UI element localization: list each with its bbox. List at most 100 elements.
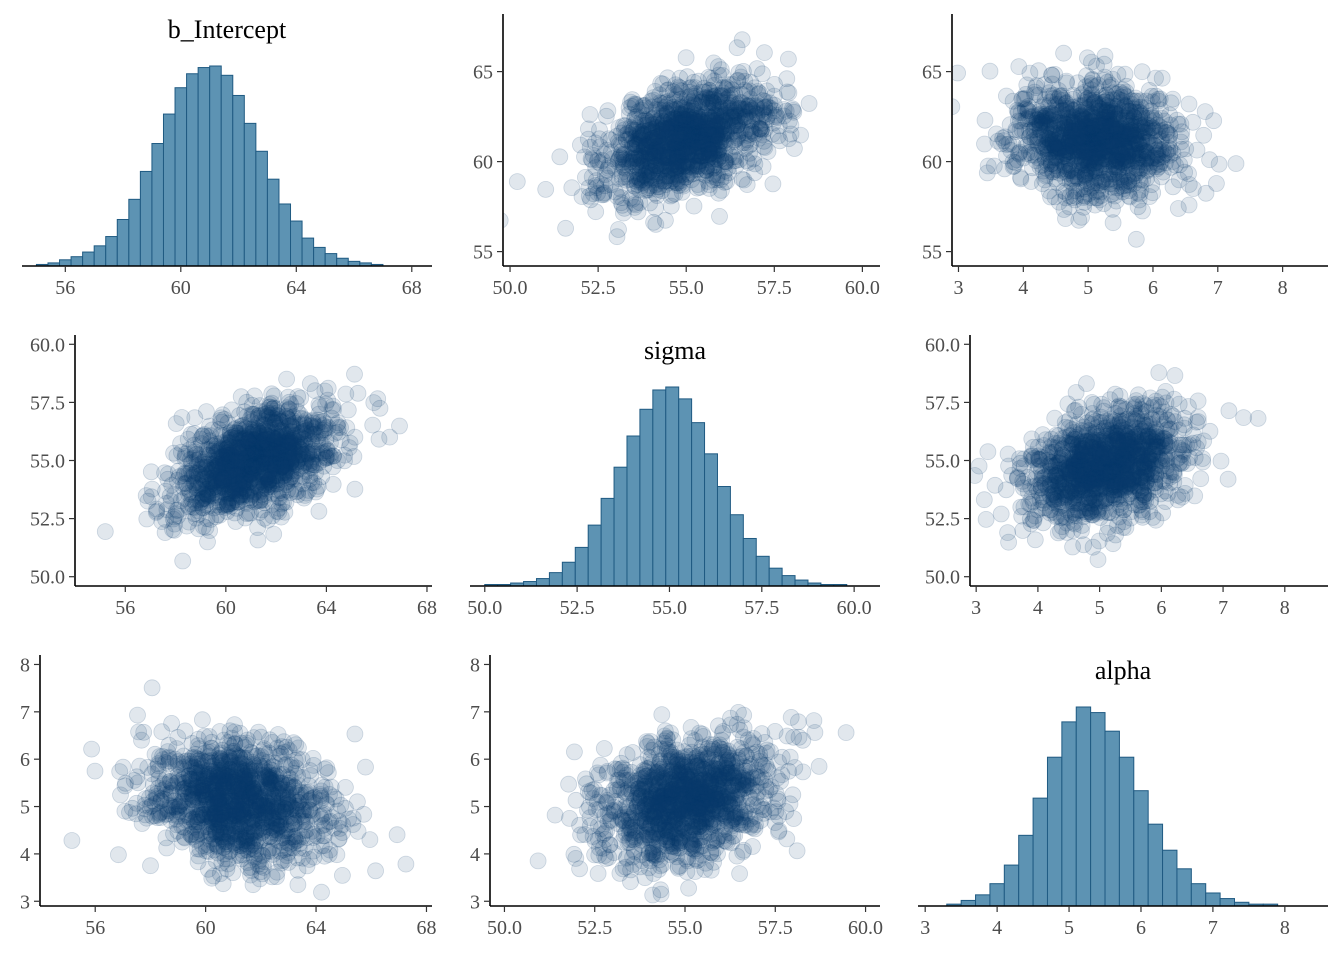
scatter-point	[337, 453, 353, 469]
x-tick-label: 5	[1083, 277, 1093, 299]
histogram-bar	[221, 75, 233, 266]
scatter-point	[1250, 410, 1266, 426]
scatter-point	[1058, 211, 1074, 227]
scatter-point	[1014, 91, 1030, 107]
scatter-point	[222, 452, 238, 468]
scatter-point	[990, 133, 1006, 149]
scatter-point	[1138, 154, 1154, 170]
scatter-point	[1011, 59, 1027, 75]
x-tick-label: 57.5	[744, 597, 779, 619]
histogram-bar	[653, 390, 666, 586]
scatter-point	[1151, 365, 1167, 381]
x-tick-label: 60	[216, 597, 236, 619]
scatter-point	[710, 59, 726, 75]
scatter-point	[307, 383, 323, 399]
x-tick-label: 55.0	[669, 277, 704, 299]
scatter-point	[667, 186, 683, 202]
x-tick-label: 64	[316, 597, 336, 619]
histogram-bar	[743, 538, 756, 586]
scatter-point	[318, 396, 334, 412]
scatter-point	[1181, 197, 1197, 213]
x-tick-label: 8	[1278, 277, 1288, 299]
y-tick-label: 60.0	[30, 334, 65, 356]
x-tick-label: 68	[417, 597, 437, 619]
scatter-point	[216, 437, 232, 453]
scatter-point	[785, 103, 801, 119]
scatter-point	[655, 115, 671, 131]
scatter-point	[780, 51, 796, 67]
scatter-point	[757, 140, 773, 156]
histogram-bar	[536, 579, 549, 586]
scatter-point	[266, 526, 282, 542]
scatter-point	[600, 103, 616, 119]
histogram-bar	[588, 525, 601, 586]
scatter-point	[173, 444, 189, 460]
histogram-bar	[302, 238, 314, 266]
scatter-point	[1181, 96, 1197, 112]
scatter-point	[290, 427, 306, 443]
histogram-bar	[782, 576, 795, 586]
y-tick-label: 65	[922, 62, 942, 84]
scatter-point	[1185, 181, 1201, 197]
scatter-point	[1135, 203, 1151, 219]
scatter-point	[1085, 106, 1101, 122]
scatter-point	[1173, 116, 1189, 132]
scatter-points	[944, 45, 1244, 247]
scatter-point	[234, 418, 250, 434]
scatter-point	[634, 130, 650, 146]
scatter-point	[1104, 152, 1120, 168]
scatter-point	[1150, 91, 1166, 107]
scatter-point	[1187, 488, 1203, 504]
x-tick-label: 60.0	[845, 277, 880, 299]
scatter-point	[239, 394, 255, 410]
scatter-point	[311, 503, 327, 519]
scatter-point	[998, 88, 1014, 104]
scatter-point	[195, 428, 211, 444]
scatter-point	[659, 82, 675, 98]
scatter-point	[756, 45, 772, 61]
histogram-bar	[640, 409, 653, 586]
scatter-point	[729, 117, 745, 133]
y-tick-label: 65	[473, 62, 493, 84]
scatter-point	[143, 464, 159, 480]
scatter-point	[971, 458, 987, 474]
scatter-point	[188, 510, 204, 526]
x-tick-label: 3	[953, 277, 963, 299]
scatter-point	[347, 481, 363, 497]
scatter-point	[1069, 183, 1085, 199]
scatter-point	[779, 71, 795, 87]
scatter-point	[509, 174, 525, 190]
scatter-point	[203, 463, 219, 479]
histogram-bar	[83, 252, 95, 266]
scatter-point	[643, 172, 659, 188]
histogram-bar	[129, 199, 141, 266]
scatter-point	[1196, 127, 1212, 143]
scatter-point	[1032, 115, 1048, 131]
scatter-point	[187, 410, 203, 426]
scatter-point	[707, 73, 723, 89]
scatter-point	[750, 86, 766, 102]
x-tick-label: 50.0	[467, 597, 502, 619]
scatter-point	[325, 476, 341, 492]
scatter-point	[686, 198, 702, 214]
scatter-point	[340, 402, 356, 418]
histogram-bar	[562, 562, 575, 586]
scatter-point	[632, 195, 648, 211]
scatter-point	[1167, 368, 1183, 384]
x-tick-label: 56	[55, 277, 75, 299]
histogram-bar	[163, 114, 175, 266]
scatter-point	[1193, 471, 1209, 487]
scatter-point	[712, 208, 728, 224]
scatter-point	[1094, 88, 1110, 104]
scatter-point	[1154, 70, 1170, 86]
scatter-point	[338, 386, 354, 402]
scatter-point	[1034, 176, 1050, 192]
scatter-point	[144, 481, 160, 497]
histogram-bar	[614, 467, 627, 586]
scatter-point	[639, 108, 655, 124]
scatter-point	[1116, 139, 1132, 155]
histogram-bar	[152, 144, 164, 266]
